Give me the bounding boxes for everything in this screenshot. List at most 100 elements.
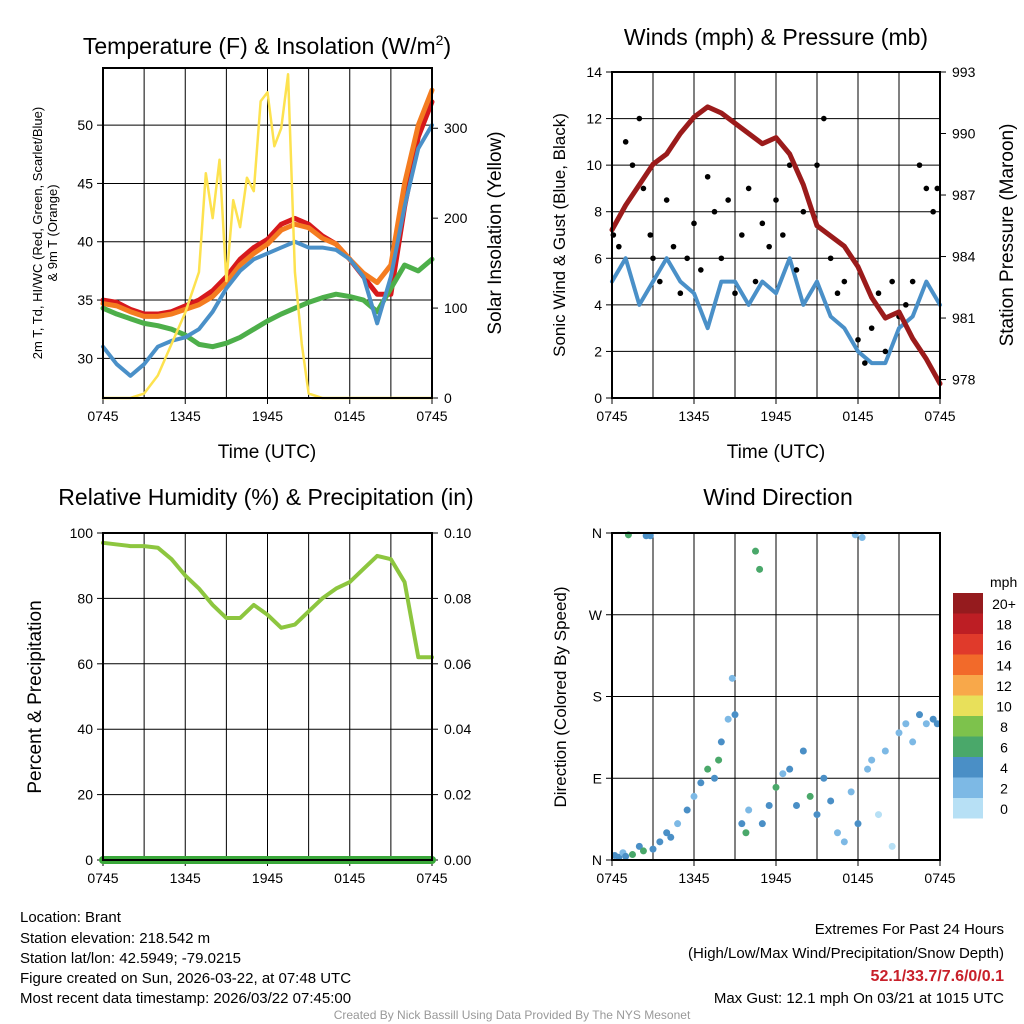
x-tick-label: 1945 <box>252 870 283 886</box>
direction-point <box>864 765 872 773</box>
legend-swatch <box>953 736 983 757</box>
direction-point <box>868 756 876 764</box>
gust-point <box>698 267 704 273</box>
legend-swatch <box>953 675 983 696</box>
direction-point <box>895 729 903 737</box>
direction-point <box>847 788 855 796</box>
legend-label: 14 <box>996 658 1012 674</box>
y2-tick-label: 300 <box>444 120 468 136</box>
y-tick-label: E <box>593 770 602 786</box>
humidity-panel: Relative Humidity (%) & Precipitation (i… <box>25 484 474 886</box>
direction-point <box>758 820 766 828</box>
direction-point <box>840 838 848 846</box>
direction-point <box>738 820 746 828</box>
x-tick-label: 1345 <box>678 870 709 886</box>
gust-point <box>868 325 875 331</box>
direction-point <box>929 715 937 723</box>
elevation: Station elevation: 218.542 m <box>20 930 210 947</box>
temperature-xlabel: Time (UTC) <box>218 442 317 463</box>
direction-point <box>622 852 630 860</box>
y-tick-label: 0 <box>594 390 602 406</box>
direction-point <box>922 720 930 728</box>
wind-direction-ylabel: Direction (Colored By Speed) <box>551 586 570 807</box>
humidity-ylabel: Percent & Precipitation <box>25 600 46 793</box>
direction-point <box>742 829 750 837</box>
gust-point <box>793 267 800 273</box>
y-tick-label: 20 <box>77 787 93 803</box>
gust-point <box>752 278 759 285</box>
x-tick-label: 0745 <box>416 870 447 886</box>
y-tick-label: 6 <box>594 250 602 266</box>
legend-label: 18 <box>996 617 1012 633</box>
x-tick-label: 0745 <box>596 870 627 886</box>
y-tick-label: 14 <box>586 64 602 80</box>
y2-tick-label: 0.04 <box>444 721 471 737</box>
direction-point <box>902 720 910 728</box>
gust-point <box>636 115 643 122</box>
gust-point <box>800 208 807 215</box>
y-tick-label: 45 <box>77 175 93 191</box>
humidity-title: Relative Humidity (%) & Precipitation (i… <box>58 484 473 510</box>
y-tick-label: 80 <box>77 590 93 606</box>
x-tick-label: 1345 <box>170 870 201 886</box>
direction-point <box>786 765 794 773</box>
winds-ylabel: Sonic Wind & Gust (Blue, Black) <box>550 113 569 357</box>
y-tick-label: 100 <box>70 525 94 541</box>
gust-point <box>903 302 909 308</box>
gust-point <box>670 243 677 250</box>
gust-point <box>629 162 636 168</box>
insolation-ylabel: Solar Insolation (Yellow) <box>485 131 506 334</box>
gust-point <box>773 197 779 203</box>
y-tick-label: N <box>592 852 602 868</box>
9m-t-line <box>100 87 435 319</box>
legend-swatch <box>953 757 983 778</box>
direction-point <box>715 756 723 764</box>
direction-point <box>854 820 862 828</box>
gust-point <box>640 185 647 192</box>
direction-point <box>916 711 923 719</box>
direction-point <box>728 674 736 682</box>
gust-point <box>677 290 684 297</box>
x-tick-label: 1345 <box>678 408 709 424</box>
direction-point <box>674 820 682 828</box>
legend-swatch <box>953 613 983 634</box>
gust-point <box>691 220 697 227</box>
direction-point <box>772 783 780 791</box>
plot-border <box>102 67 433 399</box>
y2-tick-label: 993 <box>952 64 976 80</box>
direction-point <box>639 847 647 855</box>
gust-point <box>711 208 718 215</box>
gust-point <box>855 336 861 343</box>
figure-created: Figure created on Sun, 2026-03-22, at 07… <box>20 970 351 987</box>
temperature-title: Temperature (F) & Insolation (W/m2) <box>83 32 451 59</box>
extremes-values: 52.1/33.7/7.6/0/0.1 <box>871 968 1005 985</box>
y2-tick-label: 200 <box>444 210 468 226</box>
direction-point <box>756 565 764 573</box>
direction-point <box>663 829 671 837</box>
gust-point <box>862 360 868 366</box>
direction-point <box>697 779 705 787</box>
gust-point <box>889 278 895 285</box>
gust-point <box>647 232 654 238</box>
gust-point <box>916 162 923 168</box>
location: Location: Brant <box>20 909 122 926</box>
x-tick-label: 0745 <box>416 408 447 424</box>
y-tick-label: W <box>589 607 603 623</box>
direction-point <box>667 833 675 841</box>
y2-tick-label: 978 <box>952 372 976 388</box>
gust-point <box>827 255 834 262</box>
y-tick-label: 2 <box>594 343 602 359</box>
x-tick-label: 0145 <box>842 870 873 886</box>
wind-direction-title: Wind Direction <box>703 484 853 510</box>
x-tick-label: 0145 <box>842 408 873 424</box>
y-tick-label: 60 <box>77 656 93 672</box>
gust-point <box>882 348 889 355</box>
gust-point <box>663 197 670 203</box>
temperature-panel: Temperature (F) & Insolation (W/m2) 0745… <box>30 32 506 463</box>
wc-line <box>101 123 434 378</box>
direction-point <box>752 547 759 555</box>
direction-point <box>827 797 835 805</box>
legend-label: 4 <box>1000 760 1008 776</box>
x-tick-label: 0745 <box>87 408 118 424</box>
gust-point <box>875 290 882 297</box>
